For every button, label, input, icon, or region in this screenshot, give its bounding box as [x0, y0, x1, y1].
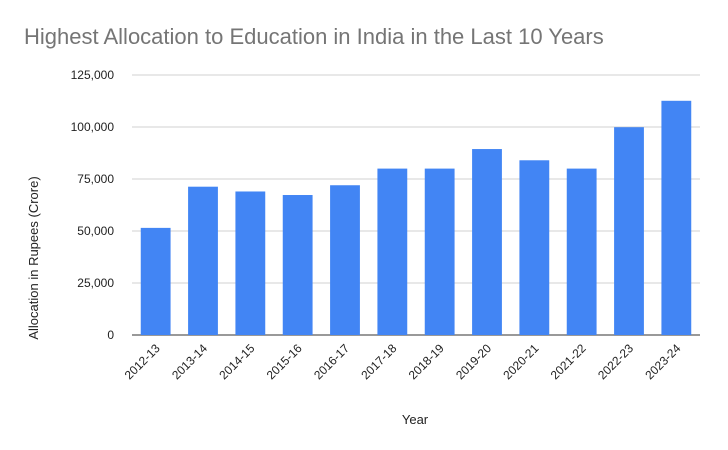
chart-title: Highest Allocation to Education in India…	[24, 24, 604, 49]
x-axis-ticks: 2012-13 2013-14 2014-15 2015-16 2016-17 2017-…	[122, 341, 684, 382]
bar-2020-21	[519, 160, 550, 335]
y-axis-title: Allocation in Rupees (Crore)	[26, 176, 41, 339]
x-tick-label: 2018-19	[406, 341, 447, 382]
x-tick-label: 2016-17	[311, 341, 352, 382]
bar-2017-18	[377, 168, 408, 335]
bar-2013-14	[188, 186, 218, 335]
x-tick-label: 2021-22	[548, 341, 589, 382]
y-tick-label: 0	[107, 328, 114, 342]
bar-2018-19	[424, 168, 455, 335]
bar-2012-13	[140, 227, 171, 335]
y-tick-label: 25,000	[77, 276, 114, 290]
gridlines	[132, 74, 700, 336]
bar-2023-24	[661, 100, 692, 336]
y-tick-label: 125,000	[71, 68, 115, 82]
x-tick-label: 2023-24	[642, 341, 683, 382]
y-tick-label: 75,000	[77, 172, 114, 186]
y-tick-label: 50,000	[77, 224, 114, 238]
bar-2019-20	[472, 149, 502, 335]
x-tick-label: 2022-23	[595, 341, 636, 382]
x-tick-label: 2020-21	[500, 341, 541, 382]
x-tick-label: 2014-15	[216, 341, 257, 382]
bar-2022-23	[614, 127, 644, 335]
x-tick-label: 2017-18	[358, 341, 399, 382]
x-axis-title: Year	[402, 412, 429, 427]
x-tick-label: 2019-20	[453, 341, 494, 382]
bar-2021-22	[566, 168, 597, 335]
bar-2015-16	[282, 195, 313, 335]
x-tick-label: 2015-16	[264, 341, 305, 382]
y-axis-ticks: 0 25,000 50,000 75,000 100,000 125,000	[71, 68, 115, 342]
y-tick-label: 100,000	[71, 120, 115, 134]
bar-2014-15	[235, 191, 266, 335]
bars	[140, 100, 692, 336]
bar-2016-17	[330, 185, 360, 335]
x-tick-label: 2012-13	[122, 341, 163, 382]
x-tick-label: 2013-14	[169, 341, 210, 382]
